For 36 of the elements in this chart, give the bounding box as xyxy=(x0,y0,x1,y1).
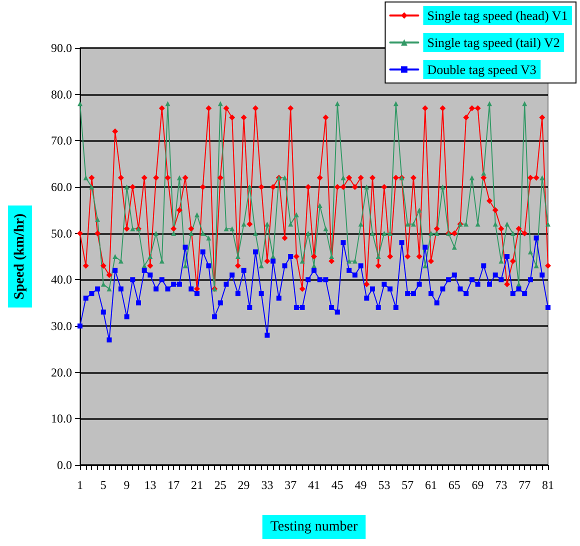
legend-label: Single tag speed (head) V1 xyxy=(427,8,568,23)
x-tick-label: 49 xyxy=(354,478,367,492)
x-tick-label: 69 xyxy=(472,478,484,492)
x-tick-label: 81 xyxy=(542,478,554,492)
x-tick-label: 41 xyxy=(308,478,320,492)
x-tick-label: 73 xyxy=(495,478,508,492)
y-tick-label: 60.0 xyxy=(51,180,72,194)
y-tick-label: 0.0 xyxy=(57,458,72,472)
x-tick-label: 37 xyxy=(284,478,297,492)
x-tick-label: 29 xyxy=(238,478,250,492)
x-tick-label: 21 xyxy=(191,478,203,492)
x-tick-label: 5 xyxy=(100,478,106,492)
y-tick-label: 50.0 xyxy=(51,226,72,240)
x-tick-label: 13 xyxy=(144,478,156,492)
x-tick-label: 65 xyxy=(448,478,460,492)
x-axis-title: Testing number xyxy=(270,520,358,534)
x-tick-label: 53 xyxy=(378,478,390,492)
y-tick-label: 30.0 xyxy=(51,319,72,333)
x-tick-label: 61 xyxy=(425,478,437,492)
legend-label: Single tag speed (tail) V2 xyxy=(427,35,560,50)
y-tick-label: 40.0 xyxy=(51,272,72,287)
y-tick-label: 20.0 xyxy=(51,365,72,380)
x-tick-label: 33 xyxy=(261,478,274,492)
y-tick-label: 70.0 xyxy=(51,134,72,148)
x-tick-label: 9 xyxy=(124,478,130,492)
x-tick-label: 45 xyxy=(331,478,344,492)
x-tick-label: 57 xyxy=(402,478,414,492)
y-axis-title: Speed (km/hr) xyxy=(12,213,28,300)
x-tick-label: 77 xyxy=(518,478,531,492)
y-tick-label: 90.0 xyxy=(51,41,72,55)
x-tick-label: 17 xyxy=(168,478,180,492)
y-tick-label: 10.0 xyxy=(51,412,72,426)
y-tick-label: 80.0 xyxy=(51,87,72,102)
x-tick-label: 1 xyxy=(77,478,83,492)
legend-label: Double tag speed V3 xyxy=(427,62,536,77)
x-tick-label: 25 xyxy=(214,478,226,492)
